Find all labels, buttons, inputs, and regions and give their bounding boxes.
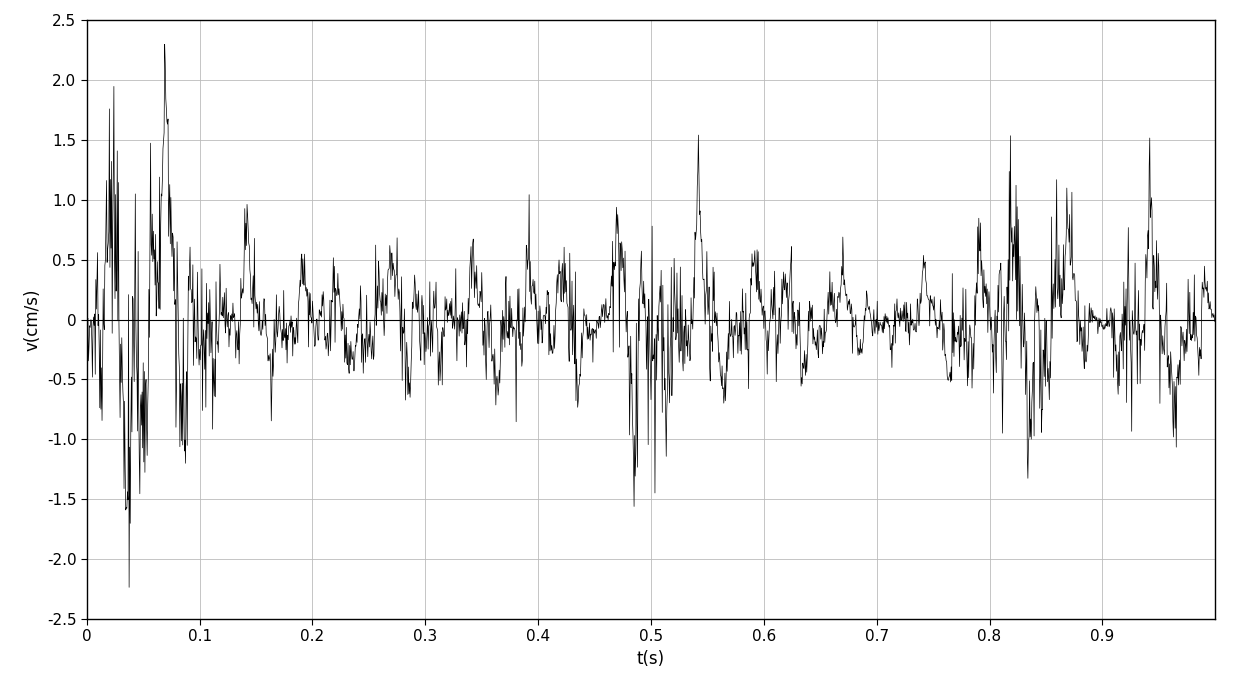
Y-axis label: v(cm/s): v(cm/s) (24, 288, 41, 351)
X-axis label: t(s): t(s) (637, 650, 665, 668)
